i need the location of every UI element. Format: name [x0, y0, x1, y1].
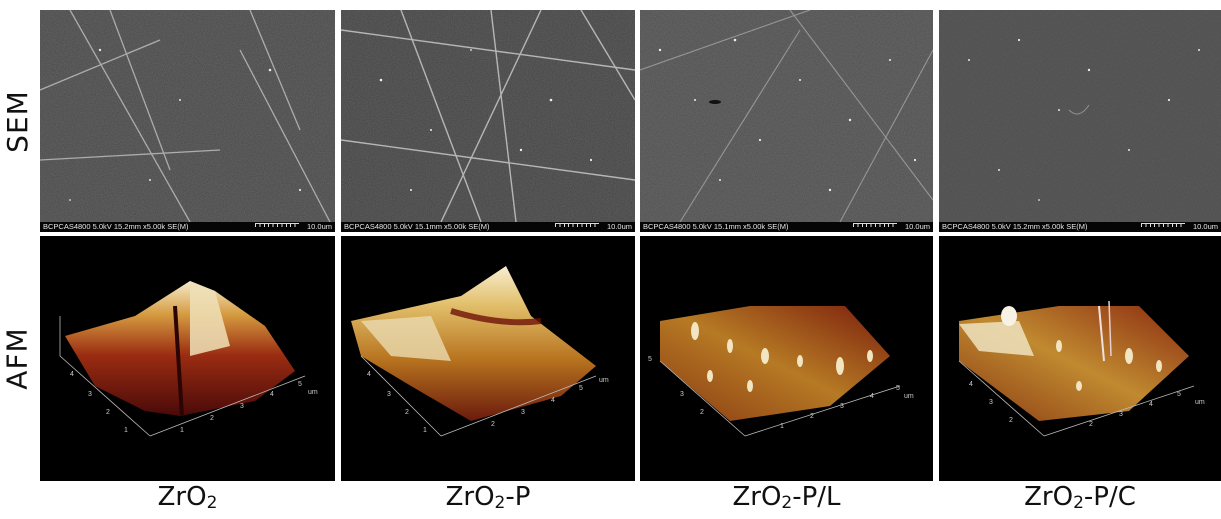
svg-text:2: 2 [700, 409, 704, 416]
afm-image-zro2: 4 3 2 1 1 2 3 4 5 um [40, 236, 335, 481]
svg-text:um: um [308, 389, 318, 396]
sem-image-zro2: BCPCAS4800 5.0kV 15.2mm x5.00k SE(M) 10.0… [40, 10, 335, 232]
sem-databar: BCPCAS4800 5.0kV 15.1mm x5.00k SE(M) 10.0… [640, 222, 933, 232]
svg-text:3: 3 [88, 391, 92, 398]
svg-text:4: 4 [70, 371, 74, 378]
svg-text:4: 4 [1149, 401, 1153, 408]
svg-text:um: um [904, 393, 914, 400]
svg-text:1: 1 [423, 427, 427, 434]
svg-text:2: 2 [405, 409, 409, 416]
sem-databar: BCPCAS4800 5.0kV 15.1mm x5.00k SE(M) 10.0… [341, 222, 635, 232]
caption-zro2-p: ZrO2-P [445, 482, 531, 513]
sem-image-zro2-p-l: BCPCAS4800 5.0kV 15.1mm x5.00k SE(M) 10.0… [640, 10, 933, 232]
afm-image-zro2-p: 4 3 2 1 2 3 4 5 um [341, 236, 635, 481]
afm-image-zro2-p-c: 4 3 2 2 3 4 5 um [939, 236, 1221, 481]
svg-text:1: 1 [180, 427, 184, 434]
svg-text:um: um [599, 377, 609, 384]
caption-zro2-p-c: ZrO2-P/C [1024, 482, 1136, 513]
svg-text:2: 2 [491, 421, 495, 428]
svg-text:4: 4 [870, 393, 874, 400]
svg-text:2: 2 [1009, 417, 1013, 424]
sem-databar: BCPCAS4800 5.0kV 15.2mm x5.00k SE(M) 10.0… [939, 222, 1221, 232]
svg-text:um: um [1195, 399, 1205, 406]
svg-text:1: 1 [780, 423, 784, 430]
afm-image-zro2-p-l: 5 3 2 1 2 3 4 5 um [640, 236, 933, 481]
svg-text:5: 5 [896, 385, 900, 392]
svg-text:3: 3 [240, 403, 244, 410]
svg-text:2: 2 [210, 415, 214, 422]
svg-text:3: 3 [840, 403, 844, 410]
svg-text:4: 4 [551, 397, 555, 404]
svg-text:4: 4 [367, 371, 371, 378]
svg-text:5: 5 [298, 381, 302, 388]
svg-text:4: 4 [270, 391, 274, 398]
svg-text:3: 3 [521, 409, 525, 416]
svg-text:2: 2 [810, 413, 814, 420]
svg-text:5: 5 [579, 385, 583, 392]
sem-databar: BCPCAS4800 5.0kV 15.2mm x5.00k SE(M) 10.0… [40, 222, 335, 232]
svg-text:2: 2 [106, 409, 110, 416]
sem-image-zro2-p: BCPCAS4800 5.0kV 15.1mm x5.00k SE(M) 10.0… [341, 10, 635, 232]
svg-text:2: 2 [1089, 421, 1093, 428]
afm-row-label: AFM [0, 327, 34, 390]
svg-text:4: 4 [969, 381, 973, 388]
svg-text:5: 5 [1177, 391, 1181, 398]
caption-zro2: ZrO2 [157, 482, 218, 513]
svg-text:5: 5 [648, 356, 652, 363]
svg-text:3: 3 [680, 391, 684, 398]
svg-text:1: 1 [124, 427, 128, 434]
svg-text:3: 3 [1119, 411, 1123, 418]
svg-text:3: 3 [989, 399, 993, 406]
caption-zro2-p-l: ZrO2-P/L [732, 482, 841, 513]
svg-text:3: 3 [387, 391, 391, 398]
sem-image-zro2-p-c: BCPCAS4800 5.0kV 15.2mm x5.00k SE(M) 10.0… [939, 10, 1221, 232]
sem-row-label: SEM [0, 89, 34, 153]
